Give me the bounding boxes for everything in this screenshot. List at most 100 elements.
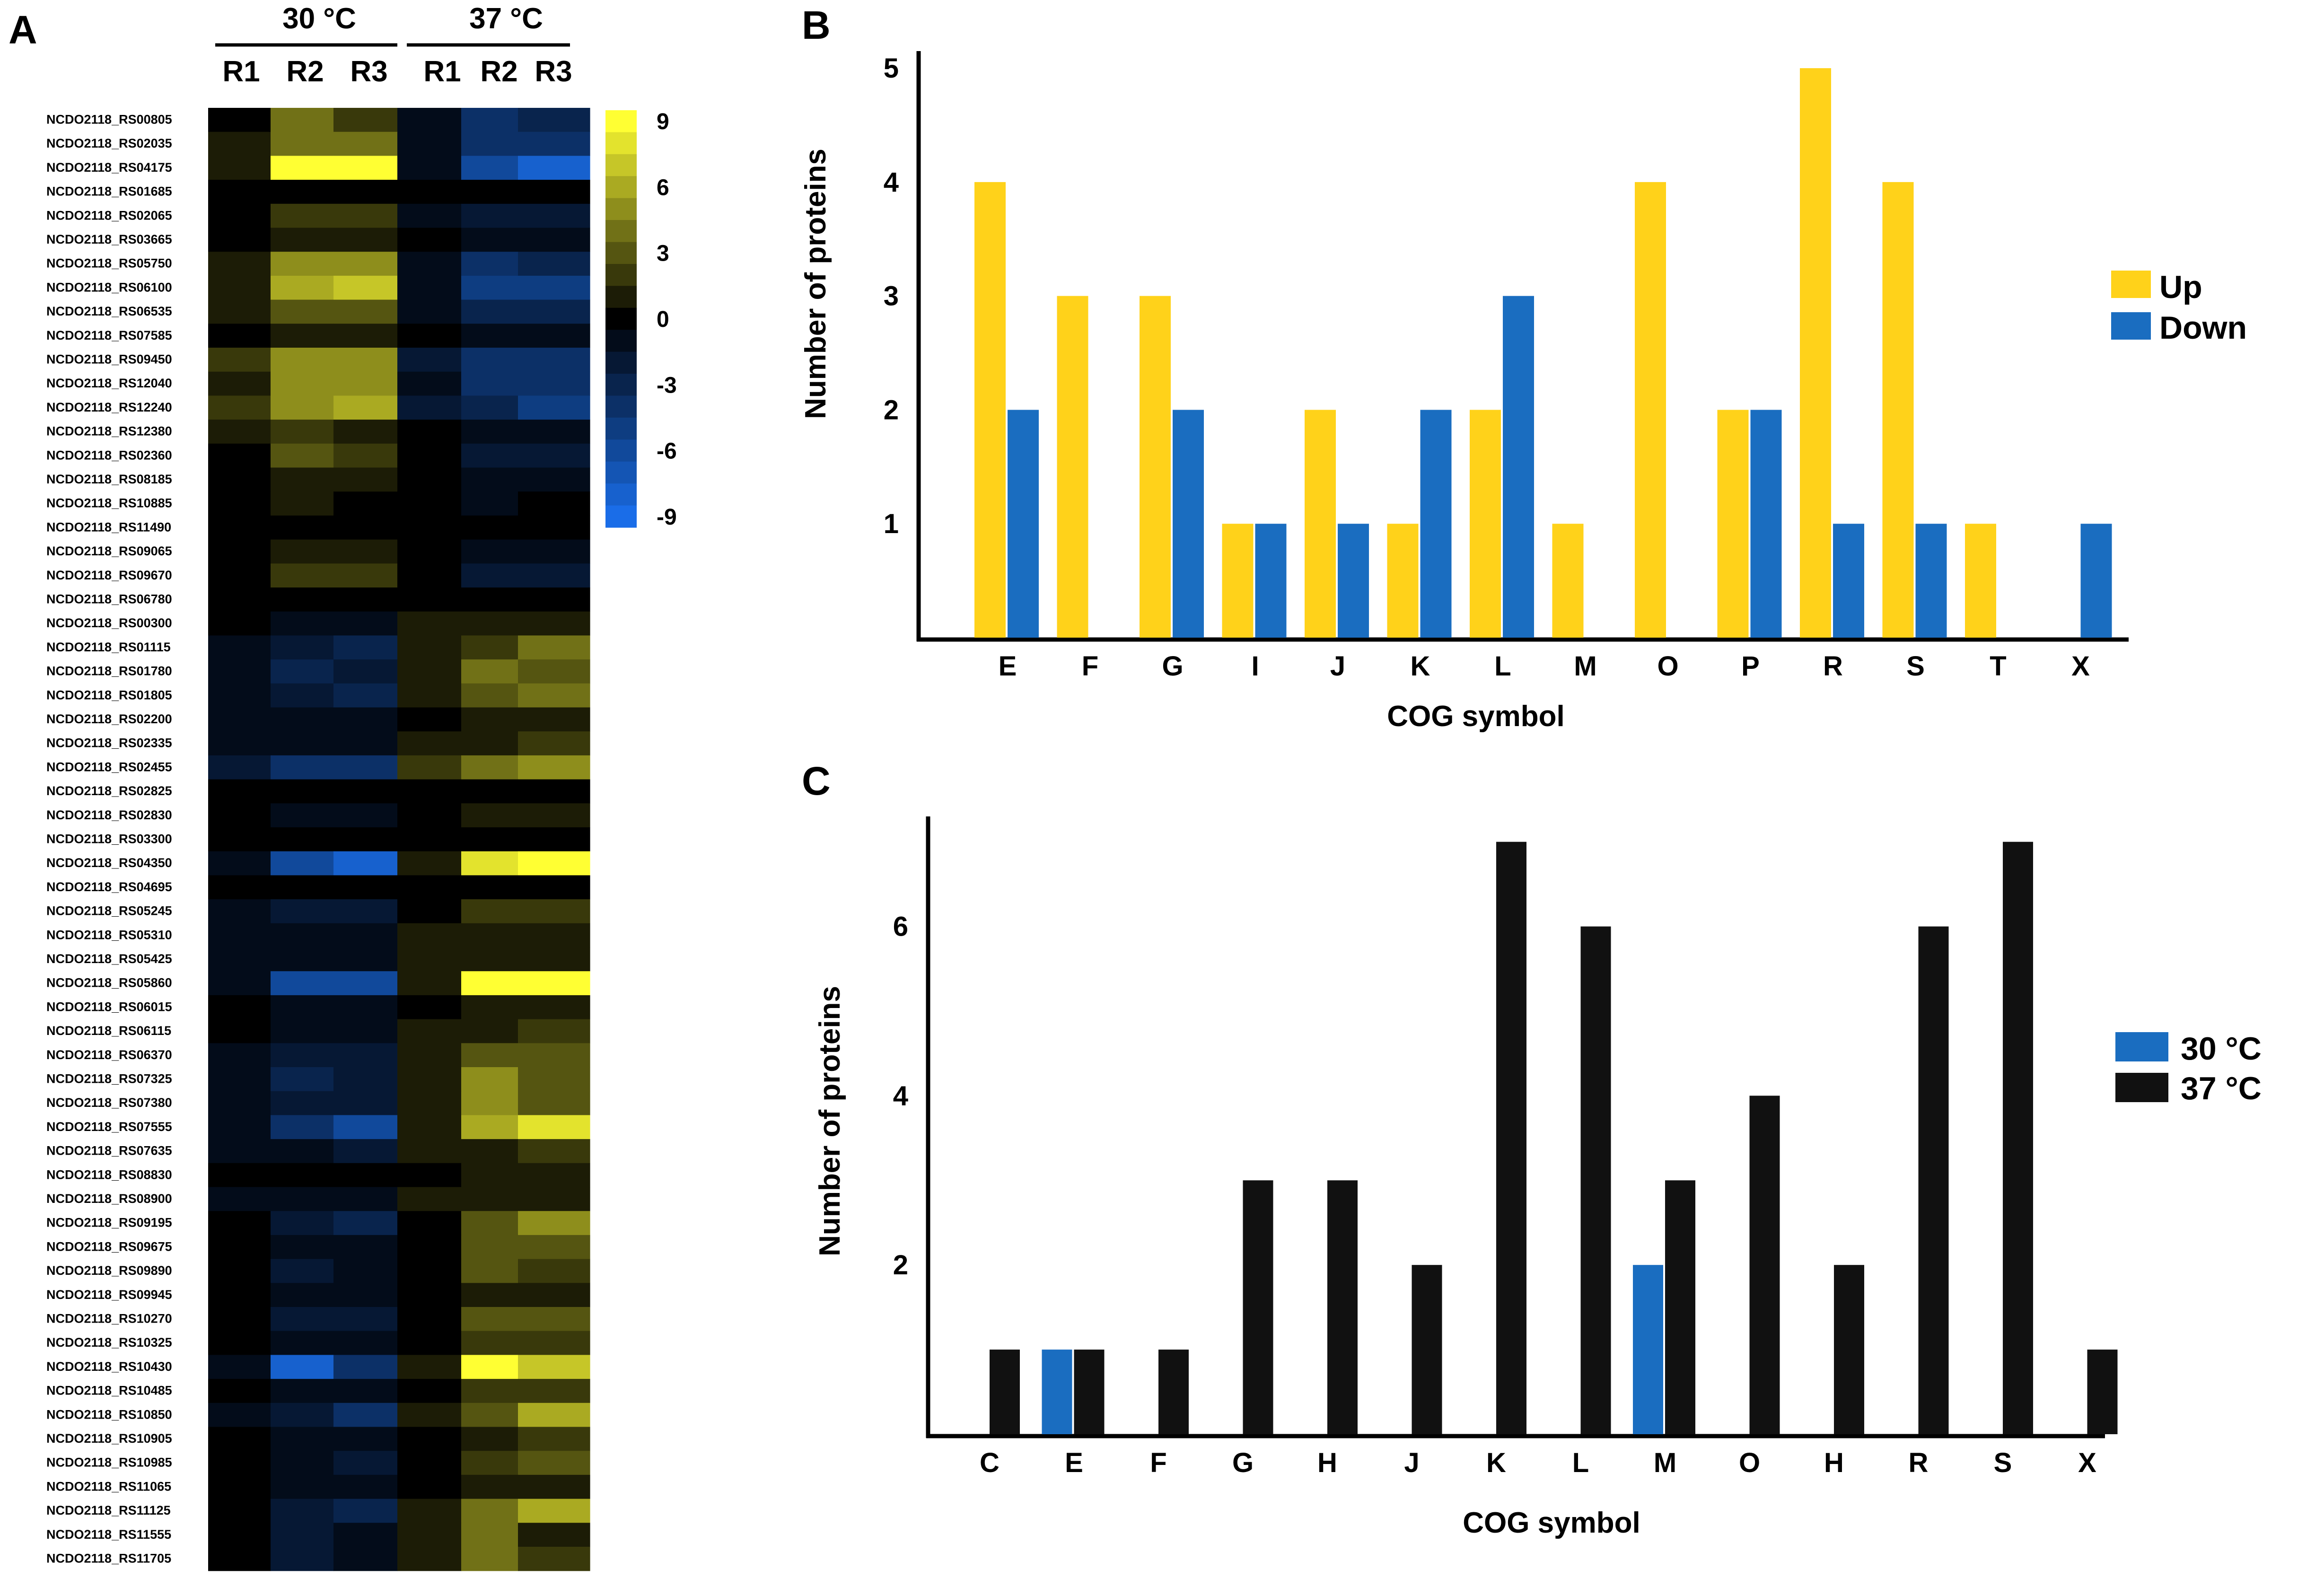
heatmap-cell [518, 1379, 590, 1403]
group-label-30c: 30 °C [282, 2, 356, 35]
heatmap-cell [271, 1331, 334, 1355]
heatmap-cell [518, 755, 590, 780]
scale-swatch [605, 330, 637, 352]
scale-swatch [605, 220, 637, 243]
heatmap-cell [208, 228, 271, 252]
heatmap-cell [397, 324, 462, 348]
x-tick-label: L [1494, 651, 1511, 682]
heatmap-cell [208, 1211, 271, 1236]
heatmap-cell [271, 731, 334, 756]
heatmap-cell [518, 491, 590, 516]
heatmap-cell [271, 851, 334, 876]
heatmap-cell [397, 1091, 462, 1115]
heatmap-cell [461, 803, 518, 828]
y-tick-label: 2 [884, 394, 899, 425]
heatmap-cell [397, 108, 462, 132]
heatmap-cell [461, 971, 518, 996]
chart-c: 2 4 6 C E F G H J K L M O H R S X COG symbol Number of … [814, 816, 2262, 1539]
group-label-37c: 37 °C [469, 2, 543, 35]
heatmap-cell [333, 299, 398, 324]
heatmap-cell [333, 899, 398, 924]
gene-label: NCDO2118_RS07325 [46, 1071, 172, 1086]
bar-down [1503, 296, 1534, 638]
x-axis-label: COG symbol [1463, 1507, 1640, 1539]
heatmap-cell [208, 1474, 271, 1499]
bar-37-c [2087, 1350, 2118, 1434]
heatmap-cell [461, 1211, 518, 1236]
heatmap-cell [461, 755, 518, 780]
heatmap-cell [333, 1331, 398, 1355]
heatmap-cell [461, 491, 518, 516]
heatmap-cell [461, 827, 518, 852]
heatmap-cell [333, 635, 398, 660]
heatmap-cell [208, 108, 271, 132]
legend-label-down: Down [2159, 310, 2247, 346]
heatmap-cell [461, 156, 518, 180]
heatmap-cell [333, 1163, 398, 1188]
gene-label: NCDO2118_RS06780 [46, 592, 172, 606]
panel-label-c: C [802, 759, 831, 803]
heatmap-cell [518, 1355, 590, 1379]
heatmap-cell [271, 395, 334, 420]
heatmap-cell [397, 371, 462, 396]
heatmap-cell [518, 1019, 590, 1043]
heatmap-cell [518, 587, 590, 612]
heatmap-cell [333, 1115, 398, 1140]
heatmap-cell [333, 1474, 398, 1499]
heatmap-cell [333, 108, 398, 132]
x-tick-label: M [1654, 1447, 1676, 1478]
heatmap-cell [208, 707, 271, 732]
scale-swatch [605, 483, 637, 506]
heatmap-cell [333, 1235, 398, 1260]
gene-label: NCDO2118_RS10325 [46, 1335, 172, 1350]
replicate-label: R1 [222, 55, 260, 88]
heatmap-cell [397, 1259, 462, 1283]
scale-swatch [605, 242, 637, 264]
heatmap-cell [271, 1403, 334, 1428]
heatmap-cell [461, 1427, 518, 1451]
heatmap-cell [518, 420, 590, 444]
heatmap-cell [271, 1235, 334, 1260]
heatmap-cell [333, 1307, 398, 1332]
x-tick-label: K [1411, 651, 1430, 682]
x-tick-label: T [1990, 651, 2006, 682]
heatmap-cell [461, 1451, 518, 1475]
legend-swatch-down [2111, 312, 2151, 340]
heatmap-cell [333, 851, 398, 876]
scale-swatch [605, 132, 637, 155]
heatmap-cell [271, 659, 334, 684]
bar-down [1833, 524, 1864, 638]
legend-label-30c: 30 °C [2181, 1031, 2262, 1067]
heatmap-cell [397, 1211, 462, 1236]
gene-label: NCDO2118_RS06370 [46, 1048, 172, 1062]
heatmap-cell [518, 539, 590, 564]
heatmap-cell [271, 1474, 334, 1499]
gene-label: NCDO2118_RS06015 [46, 999, 172, 1014]
heatmap-cell [271, 252, 334, 276]
heatmap-cell [397, 1403, 462, 1428]
heatmap-cell [397, 443, 462, 468]
heatmap-cell [461, 611, 518, 636]
heatmap-cell [518, 324, 590, 348]
heatmap-cell [397, 1451, 462, 1475]
bar-up [1882, 182, 1914, 638]
heatmap-cell [461, 707, 518, 732]
heatmap-cell [333, 1211, 398, 1236]
heatmap-cell [518, 348, 590, 372]
heatmap-cell [397, 132, 462, 156]
bar-up [1800, 68, 1831, 638]
y-tick-label: 3 [884, 281, 899, 312]
heatmap: 30 °C 37 °C R1 R2 R3 R1 R2 R3 NCDO2118_R… [46, 2, 677, 1571]
x-tick-label: L [1572, 1447, 1589, 1478]
y-tick-label: 6 [893, 912, 908, 942]
heatmap-cell [518, 563, 590, 588]
heatmap-cell [208, 779, 271, 804]
heatmap-cell [271, 1451, 334, 1475]
x-tick-label: O [1739, 1447, 1760, 1478]
x-tick-label: G [1232, 1447, 1254, 1478]
bar-37-c [1918, 926, 1949, 1434]
heatmap-cell [397, 1523, 462, 1547]
heatmap-cell [271, 947, 334, 972]
bar-down [1915, 524, 1947, 638]
heatmap-cell [208, 611, 271, 636]
